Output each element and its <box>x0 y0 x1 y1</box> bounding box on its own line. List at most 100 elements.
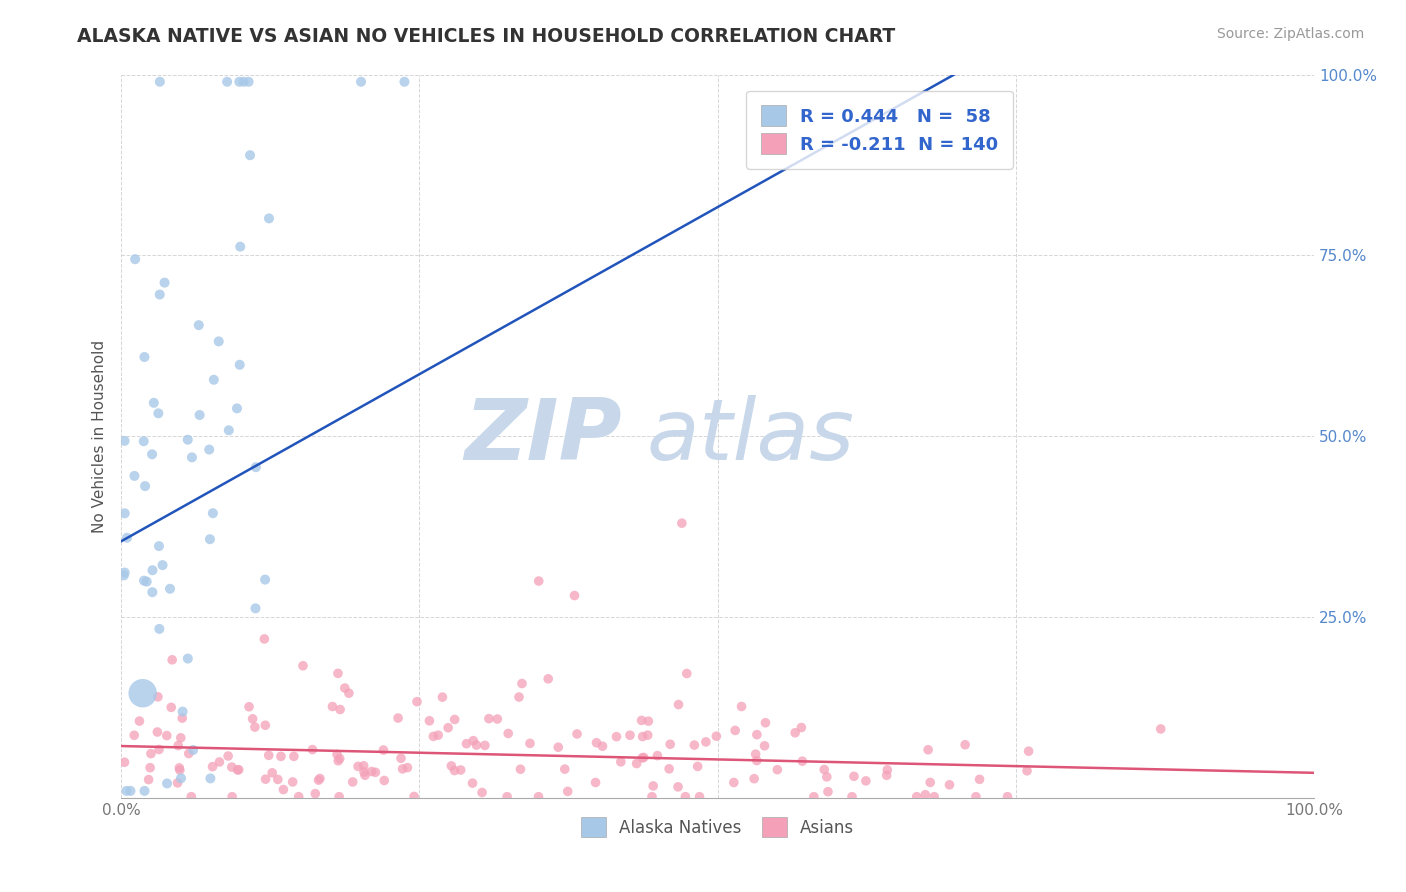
Point <box>668 698 690 712</box>
Point <box>139 761 162 775</box>
Point <box>217 749 239 764</box>
Point <box>730 699 752 714</box>
Point <box>508 690 530 704</box>
Point <box>641 789 664 804</box>
Point <box>180 789 202 804</box>
Point <box>198 532 221 546</box>
Point <box>114 434 136 448</box>
Point <box>138 772 160 787</box>
Point <box>177 747 200 761</box>
Point <box>389 751 412 765</box>
Point <box>273 782 295 797</box>
Point <box>637 728 659 742</box>
Point <box>115 531 138 545</box>
Point <box>1150 722 1173 736</box>
Point <box>226 401 249 416</box>
Point <box>486 712 509 726</box>
Point <box>387 711 409 725</box>
Point <box>270 749 292 764</box>
Point <box>329 702 352 716</box>
Point <box>554 762 576 776</box>
Point <box>465 738 488 752</box>
Point <box>724 723 747 738</box>
Point <box>148 539 170 553</box>
Point <box>643 779 665 793</box>
Point <box>221 760 243 774</box>
Point <box>149 75 172 89</box>
Text: atlas: atlas <box>647 395 853 478</box>
Point <box>855 773 877 788</box>
Point <box>360 764 382 779</box>
Point <box>547 740 569 755</box>
Point <box>228 75 250 89</box>
Point <box>243 720 266 734</box>
Point <box>131 686 153 700</box>
Point <box>509 762 531 776</box>
Point <box>631 730 654 744</box>
Point <box>463 733 485 747</box>
Point <box>287 789 309 804</box>
Point <box>364 765 387 780</box>
Point <box>309 772 332 786</box>
Point <box>605 730 627 744</box>
Point <box>754 739 776 753</box>
Point <box>169 763 191 777</box>
Point <box>142 396 165 410</box>
Point <box>172 705 194 719</box>
Point <box>686 759 709 773</box>
Point <box>283 749 305 764</box>
Point <box>122 728 145 742</box>
Point <box>766 763 789 777</box>
Point <box>160 653 183 667</box>
Point <box>565 727 588 741</box>
Point <box>254 573 277 587</box>
Point <box>443 713 465 727</box>
Point <box>159 582 181 596</box>
Y-axis label: No Vehicles in Household: No Vehicles in Household <box>93 340 107 533</box>
Point <box>262 765 284 780</box>
Point <box>226 763 249 777</box>
Point <box>610 755 633 769</box>
Point <box>267 772 290 787</box>
Point <box>301 742 323 756</box>
Point <box>659 737 682 751</box>
Point <box>527 574 550 588</box>
Point <box>619 728 641 742</box>
Point <box>997 789 1019 804</box>
Point <box>202 373 225 387</box>
Point <box>803 789 825 804</box>
Point <box>537 672 560 686</box>
Point <box>328 754 350 768</box>
Point <box>169 761 191 775</box>
Point <box>238 75 260 89</box>
Point <box>440 759 463 773</box>
Point <box>342 775 364 789</box>
Point <box>396 761 419 775</box>
Point <box>519 736 541 750</box>
Point <box>585 736 607 750</box>
Point <box>156 729 179 743</box>
Point <box>647 748 669 763</box>
Point <box>114 566 136 580</box>
Point <box>666 780 689 794</box>
Point <box>876 763 898 777</box>
Point <box>422 730 444 744</box>
Point <box>723 775 745 789</box>
Point <box>817 785 839 799</box>
Point <box>146 690 169 704</box>
Point <box>132 434 155 449</box>
Point <box>229 358 252 372</box>
Point <box>790 721 813 735</box>
Point <box>917 743 939 757</box>
Point <box>474 739 496 753</box>
Point <box>229 240 252 254</box>
Point <box>456 737 478 751</box>
Point <box>134 479 156 493</box>
Point <box>631 751 654 765</box>
Point <box>704 729 727 743</box>
Point <box>112 568 135 582</box>
Point <box>281 775 304 789</box>
Point <box>813 763 835 777</box>
Point <box>208 755 231 769</box>
Point <box>427 728 450 742</box>
